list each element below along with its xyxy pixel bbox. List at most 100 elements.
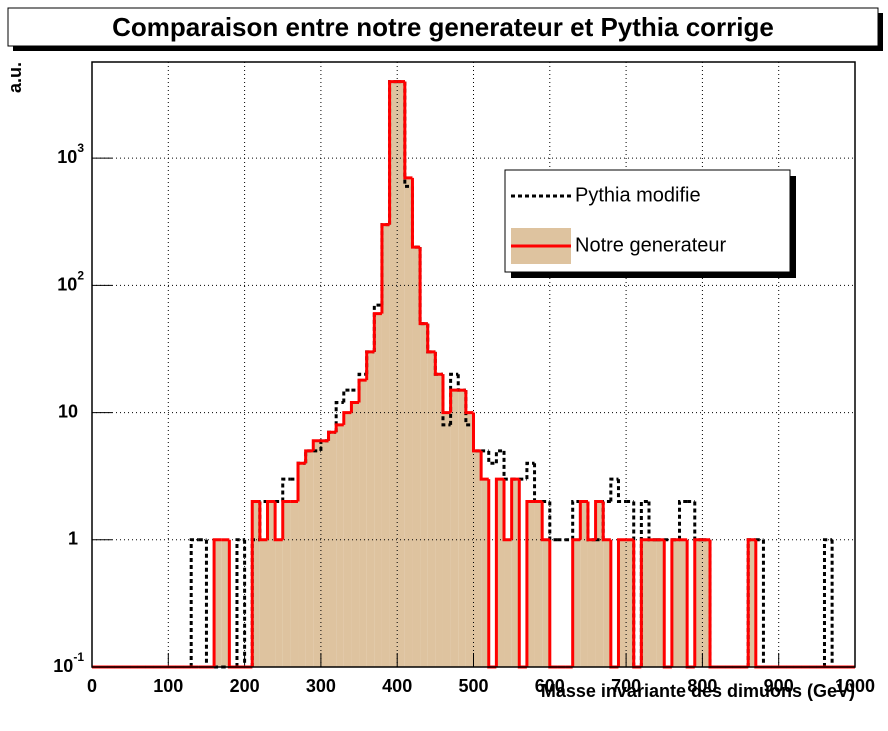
histogram-step — [357, 372, 367, 391]
x-tick-label: 0 — [87, 676, 97, 696]
bar-fill — [328, 432, 337, 667]
bar-fill — [214, 539, 222, 667]
bar-fill — [511, 479, 520, 667]
bar-fill — [450, 390, 459, 667]
histogram-step — [349, 401, 360, 413]
bar-fill — [671, 539, 680, 667]
y-tick-label: 10-1 — [53, 650, 84, 676]
histogram-step — [670, 538, 680, 667]
histogram-step — [273, 501, 283, 542]
plot-border — [91, 61, 856, 668]
bar-fill — [504, 539, 512, 667]
bar-fill — [313, 440, 321, 667]
histogram-step — [410, 177, 421, 249]
histogram-step — [342, 411, 352, 425]
x-tick-label: 600 — [535, 676, 565, 696]
bar-fill — [320, 440, 329, 667]
bar-fill — [221, 539, 230, 667]
bar-fill — [397, 81, 405, 667]
x-tick-label: 800 — [687, 676, 717, 696]
bar-fill — [290, 501, 299, 667]
histogram-step — [426, 323, 436, 354]
histogram-step — [418, 247, 428, 326]
histogram-step — [281, 499, 291, 540]
histogram-step — [594, 499, 604, 540]
histogram-step — [433, 351, 443, 376]
bar-fill — [572, 539, 581, 667]
x-tick-label: 500 — [458, 676, 488, 696]
bar-fill — [465, 412, 474, 667]
histogram-step — [258, 501, 268, 542]
bar-fill — [626, 539, 634, 667]
bar-fill — [351, 402, 360, 667]
histogram-step — [746, 538, 756, 667]
bar-fill — [259, 539, 268, 667]
bar-fill — [748, 539, 756, 667]
histogram-step — [281, 477, 291, 502]
histogram-step — [449, 388, 459, 413]
histogram-step — [388, 80, 398, 225]
bar-fill — [679, 539, 688, 667]
histogram-step — [601, 501, 611, 542]
bar-fill — [496, 479, 505, 667]
bar-fill — [656, 539, 665, 667]
x-axis-label: Masse invariante des dimuons (GeV) — [541, 681, 855, 701]
histogram-step — [372, 312, 382, 352]
bar-fill — [252, 501, 260, 667]
histogram-step — [494, 477, 505, 667]
bar-fill — [534, 501, 543, 667]
histogram-step — [403, 81, 413, 180]
histogram-step — [540, 501, 550, 542]
histogram-step — [357, 378, 367, 403]
title-box — [7, 7, 879, 47]
x-tick-label: 200 — [230, 676, 260, 696]
histogram-step — [464, 390, 474, 415]
histogram-step — [311, 439, 321, 451]
histogram-step — [296, 461, 306, 502]
bar-fill — [427, 351, 436, 667]
bar-fill — [442, 412, 451, 667]
bar-fill — [366, 351, 375, 667]
x-tick-label: 1000 — [835, 676, 875, 696]
x-tick-label: 400 — [382, 676, 412, 696]
histogram-step — [578, 499, 588, 540]
histogram-step — [586, 501, 596, 542]
y-tick-label: 10 — [58, 401, 78, 421]
bar-fill — [275, 539, 283, 667]
histogram-step — [472, 412, 482, 453]
bar-fill — [587, 539, 596, 667]
histogram-step — [235, 538, 245, 667]
bar-fill — [412, 247, 421, 667]
histogram-step — [822, 538, 833, 667]
bar-fill — [618, 539, 627, 667]
legend-label: Pythia modifie — [575, 184, 701, 206]
histogram-step — [365, 350, 375, 381]
histogram-step — [639, 538, 649, 667]
bar-fill — [481, 479, 489, 667]
bar-fill — [389, 81, 398, 667]
bar-fill — [648, 539, 657, 667]
bar-fill — [473, 450, 482, 667]
bar-fill — [305, 450, 314, 667]
bar-fill — [702, 539, 711, 667]
histogram-step — [189, 538, 199, 667]
histogram-step — [678, 499, 688, 540]
bar-fill — [458, 390, 466, 667]
histogram-step — [212, 538, 222, 667]
bar-fill — [404, 177, 413, 667]
bar-fill — [420, 323, 428, 667]
bar-fill — [343, 412, 352, 667]
bar-fill — [641, 539, 649, 667]
histogram-step — [250, 499, 260, 667]
histogram-step — [334, 423, 344, 433]
chart-title: Comparaison entre notre generateur et Py… — [112, 12, 774, 42]
histogram-step — [327, 430, 337, 441]
histogram-step — [265, 499, 276, 540]
bar-fill — [542, 539, 550, 667]
y-tick-label: 103 — [57, 141, 84, 167]
bar-fill — [267, 501, 276, 667]
x-tick-label: 300 — [306, 676, 336, 696]
histogram-step — [334, 401, 344, 433]
bar-fill — [580, 501, 588, 667]
bar-fill — [435, 374, 443, 667]
